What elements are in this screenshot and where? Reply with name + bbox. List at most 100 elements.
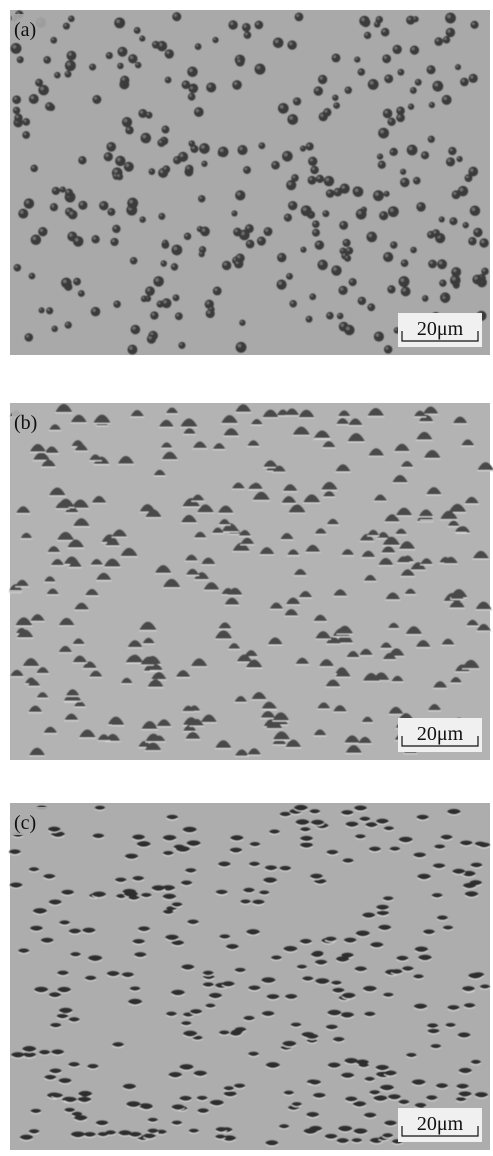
particle-highlight: [107, 53, 109, 55]
particle: [128, 54, 137, 63]
particle: [244, 31, 252, 39]
particle: [449, 217, 457, 225]
particle-highlight: [136, 63, 138, 65]
particle: [110, 238, 118, 246]
particle: [139, 216, 145, 222]
particle-highlight: [378, 155, 380, 157]
particle-highlight: [20, 210, 24, 214]
particle: [65, 322, 72, 329]
particle: [422, 295, 429, 302]
particle: [364, 32, 371, 39]
particle-highlight: [94, 97, 97, 100]
particle: [99, 201, 108, 210]
particle-highlight: [180, 343, 182, 345]
particle: [12, 95, 21, 104]
particle-highlight: [206, 301, 209, 304]
particle-highlight: [224, 262, 227, 265]
particle-highlight: [174, 296, 176, 298]
particle-highlight: [114, 226, 117, 229]
particle: [367, 303, 375, 311]
particle: [127, 345, 137, 355]
particle-highlight: [307, 144, 310, 147]
particle: [429, 102, 435, 108]
particle: [384, 74, 393, 83]
particle-highlight: [451, 219, 454, 222]
particle-highlight: [327, 313, 330, 316]
particle-highlight: [189, 94, 192, 97]
particle-highlight: [66, 190, 69, 193]
particle-highlight: [472, 207, 476, 211]
particle-highlight: [444, 37, 447, 40]
particle: [287, 114, 298, 125]
particle-highlight: [346, 327, 350, 331]
particle-highlight: [40, 87, 44, 91]
particle-highlight: [290, 203, 293, 206]
particle: [199, 143, 210, 154]
particle-highlight: [237, 59, 240, 62]
particle: [206, 82, 216, 92]
particle-highlight: [180, 154, 184, 158]
particle: [22, 131, 30, 139]
particle-highlight: [68, 52, 71, 55]
particle: [413, 177, 421, 185]
particle-highlight: [395, 328, 397, 330]
particle: [131, 325, 141, 335]
particle-highlight: [172, 264, 175, 267]
particle-highlight: [164, 167, 167, 170]
particle: [92, 95, 101, 104]
particle-highlight: [238, 344, 242, 348]
particle-highlight: [163, 241, 165, 243]
particle-highlight: [132, 326, 135, 329]
particle-highlight: [190, 141, 192, 143]
particle: [65, 189, 73, 197]
particle: [457, 156, 463, 162]
particle-highlight: [389, 119, 392, 122]
particle: [43, 56, 51, 64]
particle-highlight: [384, 110, 387, 113]
particle-highlight: [200, 252, 202, 254]
particle: [78, 201, 87, 210]
particle-highlight: [189, 68, 193, 72]
panel-label: (b): [14, 412, 37, 434]
particle: [18, 209, 28, 219]
particle-highlight: [390, 208, 394, 212]
particle: [317, 260, 327, 270]
particle: [68, 15, 75, 22]
particle-highlight: [112, 239, 115, 242]
particle-highlight: [153, 42, 156, 45]
particle: [172, 12, 181, 21]
particle-highlight: [64, 24, 66, 26]
particle-highlight: [244, 25, 247, 28]
particle: [198, 195, 205, 202]
particle: [91, 235, 99, 243]
particle-highlight: [414, 178, 417, 181]
particle: [398, 276, 409, 287]
particle: [379, 211, 388, 220]
particle: [141, 296, 148, 303]
particle-highlight: [389, 287, 392, 290]
particle-highlight: [400, 278, 404, 282]
particle: [231, 210, 237, 216]
particle: [382, 54, 391, 63]
particle: [390, 241, 397, 248]
particle: [135, 62, 141, 68]
particle-highlight: [183, 82, 186, 85]
particle-highlight: [284, 153, 288, 157]
particle: [481, 268, 488, 275]
particle: [14, 114, 22, 122]
particle: [428, 136, 435, 143]
particle-highlight: [160, 214, 162, 216]
particle-highlight: [279, 255, 282, 258]
particle: [282, 151, 293, 162]
particle-highlight: [152, 313, 155, 316]
particle: [29, 94, 39, 104]
particle: [264, 227, 273, 236]
particle-highlight: [148, 336, 151, 339]
particle: [377, 153, 383, 159]
particle: [472, 275, 482, 285]
particle-highlight: [341, 185, 345, 189]
particle: [200, 227, 210, 237]
particle: [286, 273, 293, 280]
particle: [326, 312, 334, 320]
particle-highlight: [51, 205, 54, 208]
